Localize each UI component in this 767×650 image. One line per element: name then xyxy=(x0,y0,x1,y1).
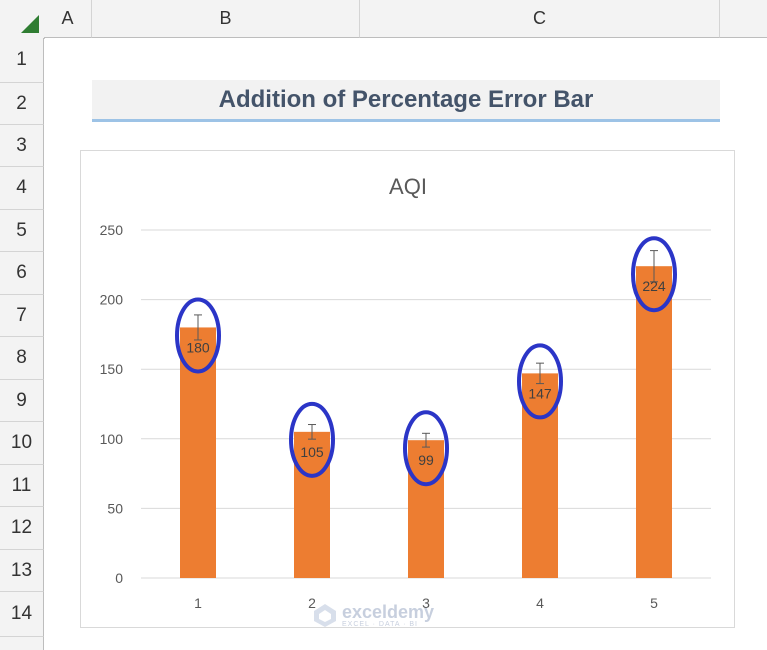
data-label: 147 xyxy=(528,385,552,401)
row-header-14[interactable]: 14 xyxy=(0,592,44,637)
x-tick-label: 5 xyxy=(650,595,658,611)
y-tick-label: 200 xyxy=(100,292,124,308)
highlight-circle xyxy=(175,297,221,374)
row-header-6[interactable]: 6 xyxy=(0,252,44,295)
row-header-5[interactable]: 5 xyxy=(0,210,44,252)
data-label: 105 xyxy=(300,444,324,460)
column-header-b[interactable]: B xyxy=(92,0,360,38)
exceldemy-watermark: exceldemy EXCEL · DATA · BI xyxy=(312,602,434,628)
row-header-10[interactable]: 10 xyxy=(0,422,44,465)
y-tick-label: 150 xyxy=(100,361,124,377)
x-tick-label: 1 xyxy=(194,595,202,611)
highlight-circle xyxy=(403,410,449,487)
select-all-triangle-icon xyxy=(21,15,39,33)
row-header-8[interactable]: 8 xyxy=(0,337,44,380)
highlight-circle xyxy=(289,401,335,478)
data-label: 224 xyxy=(642,278,666,294)
x-tick-label: 4 xyxy=(536,595,544,611)
bar xyxy=(180,327,216,578)
row-header-2[interactable]: 2 xyxy=(0,83,44,125)
bar xyxy=(408,440,444,578)
select-all-corner[interactable] xyxy=(0,0,45,39)
row-header-4[interactable]: 4 xyxy=(0,167,44,210)
data-label: 180 xyxy=(186,339,210,355)
watermark-name: exceldemy xyxy=(342,601,435,622)
exceldemy-logo-icon xyxy=(314,604,336,627)
row-header-13[interactable]: 13 xyxy=(0,550,44,592)
aqi-bar-chart: AQI 0 50 100 150 200 250 180 105 99 147 224 1 2 3 4 5 xyxy=(100,174,711,611)
row-header-9[interactable]: 9 xyxy=(0,380,44,422)
chart-title: AQI xyxy=(389,174,427,199)
data-label: 99 xyxy=(418,452,434,468)
bar xyxy=(636,266,672,578)
row-header-15[interactable] xyxy=(0,637,44,650)
y-tick-label: 0 xyxy=(115,570,123,586)
highlight-circle xyxy=(631,236,677,313)
bar xyxy=(294,431,330,578)
chart-area[interactable]: AQI 0 50 100 150 200 250 180 105 99 147 224 1 2 3 4 5 xyxy=(80,150,735,628)
highlight-circle xyxy=(517,343,563,420)
y-tick-label: 50 xyxy=(107,500,123,516)
bar xyxy=(522,373,558,578)
row-header-7[interactable]: 7 xyxy=(0,295,44,337)
y-tick-label: 250 xyxy=(100,222,124,238)
sheet-title-cell[interactable]: Addition of Percentage Error Bar xyxy=(92,80,720,122)
y-tick-label: 100 xyxy=(100,431,124,447)
x-tick-label: 2 xyxy=(308,595,316,611)
column-header-c[interactable]: C xyxy=(360,0,720,38)
column-header-d[interactable] xyxy=(720,0,767,38)
row-header-11[interactable]: 11 xyxy=(0,465,44,507)
row-header-3[interactable]: 3 xyxy=(0,125,44,167)
x-tick-label: 3 xyxy=(422,595,430,611)
watermark-tagline: EXCEL · DATA · BI xyxy=(342,620,418,628)
column-header-a[interactable]: A xyxy=(44,0,92,38)
row-header-12[interactable]: 12 xyxy=(0,507,44,550)
row-header-1[interactable]: 1 xyxy=(0,38,44,83)
